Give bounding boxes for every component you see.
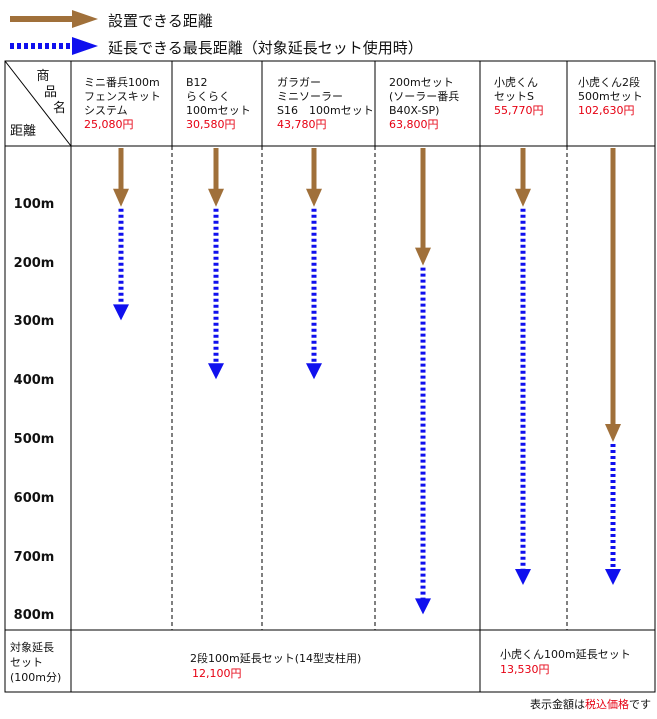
product-header-4: 200mセット (ソーラー番兵 B40X-SP) 63,800円 [389,76,459,132]
y-tick-label: 800m [13,608,55,624]
extension-row-label-line-3: (100m分) [10,671,62,684]
corner-product-label: 商 [36,69,50,84]
legend-swatches [10,10,98,55]
product-header-1: ミニ番兵100m フェンスキット システム 25,080円 [84,76,161,132]
table-grid [4,60,656,693]
product-name-line: 500mセット [578,90,643,103]
corner-char-2: 品 [44,85,58,100]
footnote-highlight: 税込価格 [585,698,629,711]
distance-arrows [113,148,621,615]
product-name-line: フェンスキット [84,90,161,103]
install-arrow [306,148,322,207]
extension-left: 2段100m延長セット(14型支柱用) 12,100円 [190,651,361,681]
product-name-line: B12 [186,76,208,89]
install-arrow [113,148,129,207]
extend-arrow [605,444,621,585]
product-header-3: ガラガー ミニソーラー S16 100mセット 43,780円 [277,76,374,132]
product-header-6: 小虎くん2段 500mセット 102,630円 [578,76,643,118]
product-price: 63,800円 [389,118,439,131]
footnote-prefix: 表示金額は [530,698,585,711]
legend-install-label: 設置できる距離 [108,12,213,30]
product-name-line: ミニ番兵100m [84,76,160,89]
install-arrow [415,148,431,266]
y-tick-label: 500m [13,432,55,447]
product-name-line: 小虎くん [494,76,538,89]
product-price: 102,630円 [578,104,635,117]
extension-row-label: 対象延長 セット (100m分) [10,640,61,685]
corner-char-1: 商 [36,69,50,84]
extension-left-price: 12,100円 [192,667,242,680]
header-diagonal [4,60,72,147]
product-name-line: システム [84,104,128,117]
extend-arrow [415,267,431,615]
legend: 設置できる距離 延長できる最長距離（対象延長セット使用時） [0,0,657,60]
product-price: 55,770円 [494,104,544,117]
product-name-line: 100mセット [186,104,251,117]
corner-product-label-2: 品 [44,85,58,100]
extension-row-label-line-2: セット [10,656,43,669]
corner-char-3: 名 [53,101,67,116]
corner-distance-label: 距離 [10,124,37,139]
product-name-line: ミニソーラー [277,90,343,103]
extend-arrow [306,208,322,380]
y-tick-label: 100m [13,196,55,212]
y-tick-label: 600m [13,490,55,506]
y-tick-label: 300m [13,314,55,330]
extension-right-title: 小虎くん100m延長セット [500,648,631,661]
product-price: 43,780円 [277,118,327,131]
legend-install-arrow-icon [10,10,98,28]
legend-extend-label: 延長できる最長距離（対象延長セット使用時） [108,39,423,57]
product-price: 25,080円 [84,118,134,131]
product-header-2: B12 らくらく 100mセット 30,580円 [186,76,251,132]
product-name-line: B40X-SP) [389,104,440,117]
product-name-line: 200mセット [389,76,454,89]
product-name-line: セットS [494,90,534,103]
extension-left-title: 2段100m延長セット(14型支柱用) [190,652,362,665]
corner-product-label-3: 名 [53,101,67,116]
extension-row-label-line-1: 対象延長 [10,641,54,654]
footnote-suffix: です [629,698,651,711]
legend-extend-arrow-icon [10,37,98,55]
y-tick-label: 400m [13,373,55,389]
extension-right: 小虎くん100m延長セット 13,530円 [500,647,631,677]
product-name-line: 小虎くん2段 [578,76,640,89]
install-arrow [605,148,621,442]
extend-arrow [113,208,129,321]
y-tick-label: 700m [13,549,55,565]
product-name-line: S16 100mセット [277,104,374,117]
extend-arrow [208,208,224,380]
extend-arrow [515,208,531,585]
product-name-line: (ソーラー番兵 [389,90,460,103]
product-name-line: ガラガー [277,76,321,89]
extension-right-price: 13,530円 [500,663,550,676]
product-name-line: らくらく [186,90,230,103]
install-arrow [515,148,531,207]
install-arrow [208,148,224,207]
product-price: 30,580円 [186,118,236,131]
y-tick-label: 200m [13,255,55,271]
footnote: 表示金額は税込価格です [530,696,651,712]
product-header-5: 小虎くん セットS 55,770円 [494,76,544,118]
